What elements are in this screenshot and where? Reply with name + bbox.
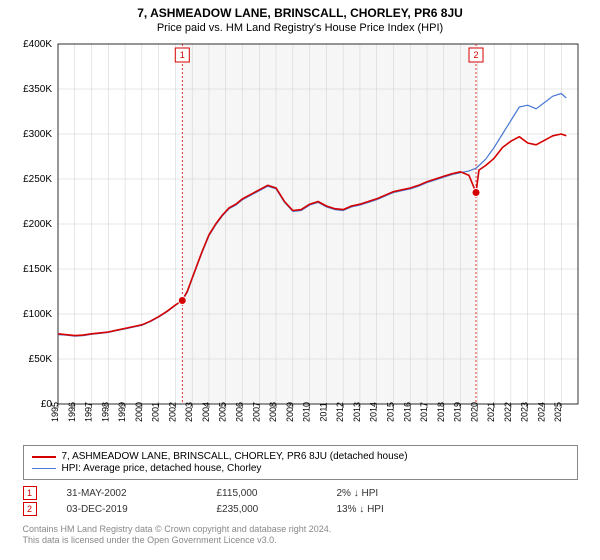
svg-text:2020: 2020	[469, 402, 479, 422]
svg-text:£100K: £100K	[23, 309, 52, 320]
svg-text:2019: 2019	[453, 402, 463, 422]
svg-text:2008: 2008	[268, 402, 278, 422]
sale-date: 03-DEC-2019	[67, 504, 187, 515]
svg-text:2002: 2002	[167, 402, 177, 422]
svg-text:2023: 2023	[520, 402, 530, 422]
line-chart: £0£50K£100K£150K£200K£250K£300K£350K£400…	[10, 36, 590, 441]
svg-text:2010: 2010	[302, 402, 312, 422]
svg-text:1: 1	[180, 50, 185, 60]
svg-text:2013: 2013	[352, 402, 362, 422]
svg-text:2007: 2007	[251, 402, 261, 422]
sales-table: 1 31-MAY-2002 £115,000 2% ↓ HPI 2 03-DEC-2019…	[23, 484, 578, 518]
sale-marker-icon: 1	[23, 486, 37, 500]
svg-text:2025: 2025	[553, 402, 563, 422]
svg-text:2022: 2022	[503, 402, 513, 422]
svg-text:2004: 2004	[201, 402, 211, 422]
sale-pct: 13% ↓ HPI	[337, 504, 447, 515]
sale-row: 1 31-MAY-2002 £115,000 2% ↓ HPI	[23, 486, 578, 500]
legend-label: 7, ASHMEADOW LANE, BRINSCALL, CHORLEY, P…	[62, 451, 408, 462]
legend-swatch	[32, 456, 56, 458]
sale-marker-icon: 2	[23, 502, 37, 516]
svg-text:2003: 2003	[184, 402, 194, 422]
svg-text:1995: 1995	[50, 402, 60, 422]
sale-pct: 2% ↓ HPI	[337, 488, 447, 499]
legend-row: HPI: Average price, detached house, Chor…	[32, 463, 569, 474]
svg-text:2024: 2024	[536, 402, 546, 422]
svg-text:2000: 2000	[134, 402, 144, 422]
page-title: 7, ASHMEADOW LANE, BRINSCALL, CHORLEY, P…	[137, 6, 463, 20]
svg-text:2012: 2012	[335, 402, 345, 422]
svg-text:2015: 2015	[385, 402, 395, 422]
svg-text:2014: 2014	[369, 402, 379, 422]
svg-text:2017: 2017	[419, 402, 429, 422]
sale-price: £235,000	[217, 504, 307, 515]
svg-text:£150K: £150K	[23, 264, 52, 275]
svg-text:£350K: £350K	[23, 84, 52, 95]
footer-line-1: Contains HM Land Registry data © Crown c…	[23, 524, 578, 535]
footer-line-2: This data is licensed under the Open Gov…	[23, 535, 578, 546]
svg-text:2006: 2006	[235, 402, 245, 422]
footer-attribution: Contains HM Land Registry data © Crown c…	[23, 524, 578, 547]
svg-text:2009: 2009	[285, 402, 295, 422]
svg-text:2021: 2021	[486, 402, 496, 422]
svg-text:£300K: £300K	[23, 129, 52, 140]
svg-text:£400K: £400K	[23, 39, 52, 50]
page-subtitle: Price paid vs. HM Land Registry's House …	[137, 22, 463, 34]
chart-area: £0£50K£100K£150K£200K£250K£300K£350K£400…	[10, 36, 590, 441]
svg-text:1996: 1996	[67, 402, 77, 422]
legend-swatch	[32, 468, 56, 469]
svg-text:1999: 1999	[117, 402, 127, 422]
svg-text:£50K: £50K	[29, 354, 53, 365]
svg-text:2018: 2018	[436, 402, 446, 422]
svg-text:1998: 1998	[100, 402, 110, 422]
svg-text:2011: 2011	[318, 402, 328, 421]
sale-date: 31-MAY-2002	[67, 488, 187, 499]
svg-text:2005: 2005	[218, 402, 228, 422]
svg-text:£200K: £200K	[23, 219, 52, 230]
legend: 7, ASHMEADOW LANE, BRINSCALL, CHORLEY, P…	[23, 445, 578, 480]
sale-row: 2 03-DEC-2019 £235,000 13% ↓ HPI	[23, 502, 578, 516]
svg-text:2: 2	[474, 50, 479, 60]
legend-label: HPI: Average price, detached house, Chor…	[62, 463, 262, 474]
svg-text:2016: 2016	[402, 402, 412, 422]
legend-row: 7, ASHMEADOW LANE, BRINSCALL, CHORLEY, P…	[32, 451, 569, 462]
sale-price: £115,000	[217, 488, 307, 499]
svg-text:£250K: £250K	[23, 174, 52, 185]
svg-text:2001: 2001	[151, 402, 161, 422]
svg-text:1997: 1997	[84, 402, 94, 422]
